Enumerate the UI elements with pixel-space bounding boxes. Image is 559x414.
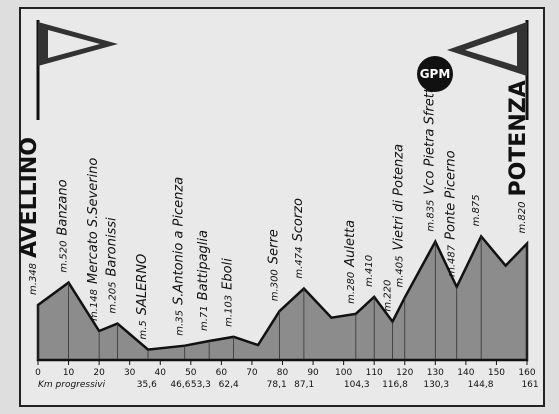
x-tick-label: 120 [396,368,413,378]
x-tick-label: 50 [185,368,197,378]
km-mark: 130,3 [423,380,449,390]
place-name: Ponte Picerno [444,150,459,239]
point-label: m.405 Vietri di Potenza [392,144,407,288]
x-tick-label: 100 [335,368,352,378]
place-name: Mercato S.Severino [86,158,101,284]
x-tick-label: 150 [488,368,505,378]
x-tick-label: 0 [35,368,41,378]
altitude-label: m.487 [447,244,458,277]
x-tick-label: 30 [124,368,136,378]
altitude-label: m.875 [471,194,482,226]
altitude-label: m.520 [59,241,70,273]
point-label: m.205 Baronissi [104,217,119,314]
place-name: Vietri di Potenza [392,144,407,251]
start-flag [36,20,118,120]
place-name: AVELLINO [17,137,42,258]
km-mark: 46,6 [170,380,190,390]
x-tick-label: 60 [216,368,228,378]
point-label: m.474 Scorzo [291,198,306,279]
x-tick-label: 130 [427,368,444,378]
point-label: m.348 AVELLINO [17,137,42,295]
x-tick-label: 140 [457,368,474,378]
point-label: m.300 Serre [266,229,281,301]
x-tick-label: 160 [518,368,535,378]
altitude-label: m.300 [269,269,280,301]
km-mark: 144,8 [468,380,494,390]
place-name: S.Antonio a Picenza [172,177,187,305]
place-name: Eboli [221,258,236,290]
place-name: Baronissi [104,217,119,277]
place-name: Scorzo [291,198,306,242]
finish-flag [447,20,529,120]
altitude-label: m.405 [395,256,406,288]
place-name: Battipaglia [196,230,211,300]
point-label: m.35 S.Antonio a Picenza [172,177,187,336]
km-mark: 104,3 [344,380,370,390]
point-label: m.280 Auletta [343,220,358,304]
badge-circle [417,56,453,92]
place-name: Serre [266,229,281,264]
altitude-label: m.820 [517,202,528,234]
x-tick-label: 10 [63,368,75,378]
km-mark: 53,3 [191,380,211,390]
point-label: m.5 SALERNO [135,254,150,340]
x-tick-label: 20 [93,368,105,378]
altitude-label: m.280 [346,272,357,304]
altitude-label: m.835 [425,200,436,232]
badge: GPM [420,67,451,81]
altitude-label: m.205 [107,282,118,314]
point-label: m.71 Battipaglia [196,230,211,331]
altitude-label: m.103 [224,295,235,327]
point-label: m.148 Mercato S.Severino [86,158,101,321]
point-label: m.410 [364,255,375,287]
km-mark: 87,1 [294,380,314,390]
place-name: SALERNO [135,254,150,316]
altitude-label: m.220 [383,280,394,312]
point-label: m.103 Eboli [221,258,236,327]
point-label: m.835 Vco Pietra Sfretta [422,80,437,231]
km-mark: 78,1 [267,380,287,390]
x-axis-label: Km progressivi [38,380,106,390]
altitude-label: m.5 [138,320,149,339]
place-name: Vco Pietra Sfretta [422,80,437,194]
km-mark: 161 [521,380,538,390]
point-label: m.487 Ponte Picerno [444,150,459,276]
place-name: POTENZA [506,80,531,196]
km-mark: 35,6 [137,380,157,390]
x-tick-label: 90 [307,368,319,378]
point-label: m.220 [383,280,394,312]
altitude-label: m.148 [89,289,100,321]
x-tick-label: 80 [277,368,289,378]
point-label: m.820 POTENZA [506,80,531,233]
point-label: m.875 [471,194,482,226]
x-tick-label: 110 [366,368,383,378]
point-label: m.520 Banzano [56,179,71,272]
altitude-label: m.410 [364,255,375,287]
x-tick-label: 40 [155,368,167,378]
altitude-label: m.71 [199,305,210,331]
place-name: Auletta [343,220,358,268]
altitude-label: m.35 [175,310,186,336]
km-mark: 62,4 [219,380,239,390]
altitude-label: m.348 [28,263,39,295]
km-mark: 116,8 [382,380,408,390]
altitude-label: m.474 [294,247,305,279]
x-tick-label: 70 [246,368,258,378]
place-name: Banzano [56,179,71,235]
